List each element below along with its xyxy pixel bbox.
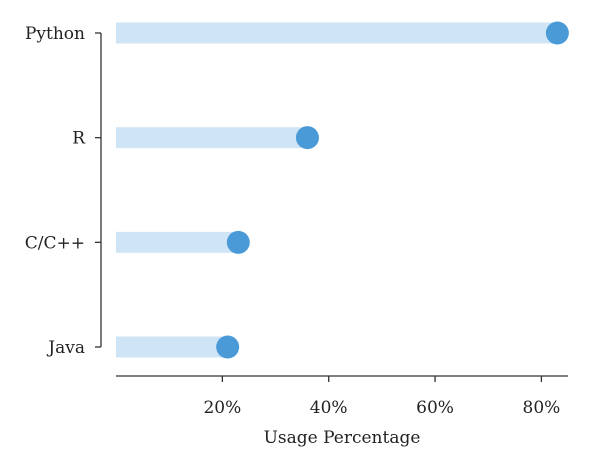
y-tick-label: C/C++ bbox=[25, 233, 85, 253]
y-tick-label: Python bbox=[25, 24, 85, 44]
bar-c-c- bbox=[116, 231, 239, 253]
dot-c-c- bbox=[226, 230, 250, 254]
bar-layer bbox=[116, 22, 558, 358]
x-tick-label: 40% bbox=[310, 398, 348, 418]
dot-r bbox=[295, 126, 319, 150]
y-tick-label: R bbox=[72, 129, 86, 149]
dot-layer bbox=[216, 21, 569, 359]
y-axis: Python R C/C++ Java bbox=[25, 24, 102, 358]
x-tick-label: 80% bbox=[523, 398, 561, 418]
y-tick-label: Java bbox=[46, 338, 85, 358]
dot-python bbox=[545, 21, 569, 45]
bar-java bbox=[116, 336, 228, 358]
x-tick-label: 20% bbox=[203, 398, 241, 418]
dot-java bbox=[216, 335, 240, 359]
bar-r bbox=[116, 127, 308, 149]
x-axis-title: Usage Percentage bbox=[264, 428, 421, 448]
x-axis: 20% 40% 60% 80% bbox=[116, 375, 568, 418]
x-tick-label: 60% bbox=[416, 398, 454, 418]
bar-python bbox=[116, 22, 558, 44]
